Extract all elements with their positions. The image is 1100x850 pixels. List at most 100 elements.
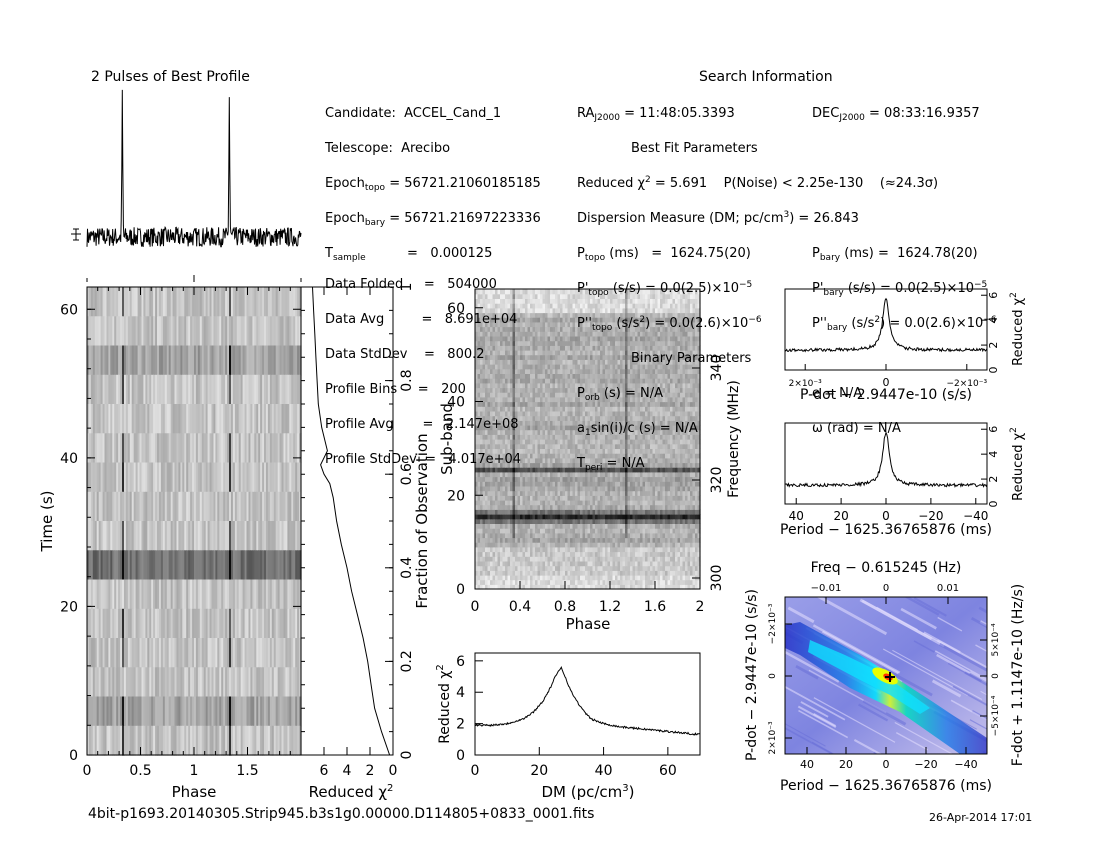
heat-cell	[630, 584, 634, 590]
heat-cell	[497, 532, 501, 539]
heat-cell	[622, 457, 626, 464]
heat-cell	[572, 467, 576, 473]
heat-cell	[495, 574, 499, 581]
heat-cell	[620, 462, 624, 468]
heat-cell	[640, 551, 644, 557]
heat-cell	[560, 485, 564, 492]
heat-cell	[565, 542, 569, 548]
heat-cell	[557, 537, 561, 543]
heat-cell	[497, 574, 501, 581]
heat-cell	[602, 514, 606, 520]
heat-cell	[201, 608, 205, 639]
heat-cell	[135, 287, 139, 317]
heat-cell	[176, 608, 179, 639]
heat-cell	[607, 429, 611, 435]
heat-cell	[597, 481, 601, 487]
heat-cell	[500, 546, 504, 553]
heat-cell	[570, 471, 574, 478]
heat-cell	[582, 467, 586, 473]
heat-cell	[520, 542, 524, 548]
heat-cell	[184, 550, 187, 581]
heat-cell	[497, 556, 501, 562]
heat-cell	[600, 453, 604, 459]
heat-cell	[587, 495, 591, 501]
heat-cell	[153, 287, 156, 317]
heat-cell	[652, 537, 656, 543]
heat-cell	[635, 518, 639, 524]
heat-cell	[567, 485, 571, 492]
heat-cell	[176, 287, 179, 317]
heat-cell	[557, 448, 561, 454]
heat-cell	[490, 457, 494, 464]
heat-cell	[195, 579, 199, 610]
heat-cell	[510, 453, 514, 459]
heat-cell	[502, 462, 506, 468]
heat-cell	[291, 579, 294, 610]
heat-cell	[482, 443, 486, 449]
heat-cell	[500, 499, 504, 506]
heat-cell	[162, 316, 166, 347]
heat-cell	[587, 546, 591, 553]
heat-cell	[184, 696, 187, 727]
heat-cell	[112, 579, 115, 610]
heat-cell	[262, 579, 265, 610]
heat-cell	[482, 532, 486, 539]
heat-cell	[657, 476, 661, 482]
heat-cell	[652, 560, 656, 567]
heat-cell	[124, 287, 127, 317]
heat-cell	[622, 537, 626, 543]
heat-cell	[545, 542, 549, 548]
heat-cell	[94, 521, 98, 551]
heat-cell	[567, 443, 571, 449]
heat-cell	[652, 457, 656, 464]
heat-cell	[505, 499, 509, 506]
heat-cell	[620, 476, 624, 482]
heat-cell	[90, 579, 94, 610]
heat-cell	[632, 514, 636, 520]
heat-cell	[147, 433, 150, 464]
heat-cell	[647, 424, 651, 431]
heat-cell	[139, 433, 142, 464]
heat-cell	[92, 550, 96, 581]
heat-cell	[520, 546, 524, 553]
heat-cell	[632, 542, 636, 548]
heat-cell	[482, 424, 486, 431]
heat-cell	[505, 551, 509, 557]
heat-cell	[632, 467, 636, 473]
heat-cell	[552, 514, 556, 520]
heat-cell	[657, 542, 661, 548]
heat-cell	[273, 462, 277, 493]
heat-cell	[487, 499, 491, 506]
heat-cell	[590, 509, 594, 515]
heat-cell	[585, 570, 589, 576]
heat-cell	[550, 528, 554, 534]
heat-cell	[572, 495, 576, 501]
heat-cell	[145, 667, 148, 698]
heat-cell	[215, 462, 218, 493]
heat-cell	[497, 504, 501, 510]
heat-cell	[670, 509, 674, 515]
heat-cell	[597, 565, 601, 571]
heat-cell	[490, 532, 494, 539]
heat-cell	[106, 374, 109, 405]
heat-cell	[682, 509, 686, 515]
heat-cell	[291, 725, 294, 756]
heat-cell	[490, 434, 494, 440]
heat-cell	[141, 345, 144, 376]
heat-cell	[500, 448, 504, 454]
heat-cell	[497, 434, 501, 440]
heat-cell	[527, 570, 531, 576]
heat-cell	[229, 696, 232, 727]
heat-cell	[522, 574, 526, 581]
heat-cell	[590, 462, 594, 468]
heat-cell	[557, 504, 561, 510]
heat-cell	[605, 523, 609, 529]
heat-cell	[221, 345, 224, 376]
heat-cell	[697, 462, 701, 468]
heat-cell	[271, 345, 275, 376]
heat-cell	[502, 467, 506, 473]
heat-cell	[567, 523, 571, 529]
heat-cell	[110, 550, 113, 581]
heat-cell	[522, 514, 526, 520]
heat-cell	[217, 404, 220, 434]
